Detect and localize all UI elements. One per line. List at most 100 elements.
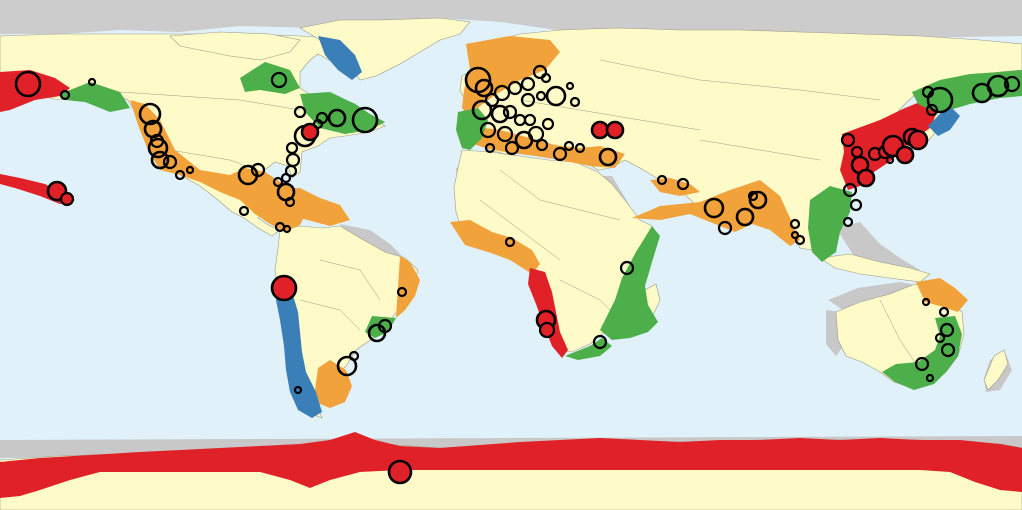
site-marker-80[interactable]	[717, 220, 733, 236]
site-marker-60[interactable]	[552, 146, 568, 162]
site-marker-36[interactable]	[377, 318, 393, 334]
site-marker-112[interactable]	[914, 356, 930, 372]
site-marker-77[interactable]	[656, 174, 668, 186]
site-marker-87[interactable]	[840, 132, 856, 148]
site-marker-86[interactable]	[790, 230, 800, 240]
site-marker-11[interactable]	[174, 169, 186, 181]
site-marker-53[interactable]	[490, 104, 510, 124]
site-marker-104[interactable]	[849, 198, 863, 212]
site-marker-46[interactable]	[532, 64, 548, 80]
site-marker-21[interactable]	[270, 71, 288, 89]
site-marker-63[interactable]	[496, 125, 514, 143]
site-marker-44[interactable]	[507, 80, 523, 96]
site-marker-110[interactable]	[934, 332, 946, 344]
site-marker-85[interactable]	[794, 234, 806, 246]
region-blue-24	[928, 108, 960, 136]
site-marker-76[interactable]	[592, 334, 608, 350]
site-marker-59[interactable]	[535, 138, 549, 152]
region-orange-25	[916, 278, 968, 312]
site-marker-79[interactable]	[703, 197, 725, 219]
site-marker-97[interactable]	[926, 86, 954, 114]
site-marker-103[interactable]	[842, 182, 858, 198]
site-marker-56[interactable]	[523, 113, 537, 127]
site-marker-83[interactable]	[747, 190, 759, 202]
land-arctic-islands	[169, 31, 301, 61]
site-marker-50[interactable]	[540, 72, 552, 84]
site-marker-9[interactable]	[150, 150, 170, 170]
site-marker-62[interactable]	[479, 121, 497, 139]
site-marker-0[interactable]	[14, 70, 42, 98]
site-marker-34[interactable]	[396, 286, 408, 298]
site-marker-28[interactable]	[351, 106, 379, 134]
site-marker-22[interactable]	[293, 105, 307, 119]
site-marker-24[interactable]	[300, 122, 320, 142]
site-marker-101[interactable]	[986, 74, 1010, 98]
site-marker-48[interactable]	[535, 90, 547, 102]
site-marker-71[interactable]	[574, 142, 586, 154]
site-marker-52[interactable]	[569, 96, 581, 108]
site-marker-107[interactable]	[921, 297, 931, 307]
site-marker-81[interactable]	[735, 207, 755, 227]
site-marker-54[interactable]	[502, 104, 518, 120]
site-marker-12[interactable]	[185, 165, 195, 175]
site-marker-51[interactable]	[565, 81, 575, 91]
site-marker-102[interactable]	[1003, 75, 1021, 93]
site-marker-38[interactable]	[348, 350, 360, 362]
site-marker-41[interactable]	[474, 78, 494, 98]
site-marker-31[interactable]	[284, 164, 298, 178]
site-marker-1[interactable]	[59, 89, 71, 101]
site-marker-72[interactable]	[504, 236, 516, 248]
arctic-ice	[0, 0, 1022, 40]
site-marker-18[interactable]	[284, 196, 296, 208]
site-marker-2[interactable]	[87, 77, 97, 87]
site-marker-66[interactable]	[484, 142, 496, 154]
region-orange-3	[130, 100, 310, 232]
site-marker-65[interactable]	[504, 140, 520, 156]
site-marker-111[interactable]	[940, 342, 956, 358]
site-marker-67[interactable]	[471, 99, 493, 121]
site-marker-5[interactable]	[138, 102, 162, 126]
site-marker-114[interactable]	[387, 459, 413, 485]
site-marker-4[interactable]	[59, 191, 75, 207]
site-marker-70[interactable]	[598, 147, 618, 167]
site-marker-49[interactable]	[545, 85, 567, 107]
site-marker-96[interactable]	[907, 129, 929, 151]
site-marker-69[interactable]	[605, 120, 625, 140]
site-marker-99[interactable]	[925, 103, 939, 117]
site-marker-43[interactable]	[493, 84, 511, 102]
site-marker-109[interactable]	[939, 322, 955, 338]
site-marker-27[interactable]	[327, 108, 347, 128]
site-marker-68[interactable]	[590, 120, 610, 140]
site-marker-90[interactable]	[856, 168, 876, 188]
site-marker-15[interactable]	[238, 205, 250, 217]
site-marker-64[interactable]	[514, 130, 534, 150]
site-marker-58[interactable]	[541, 117, 555, 131]
site-marker-33[interactable]	[270, 274, 298, 302]
site-marker-26[interactable]	[315, 111, 329, 125]
site-marker-37[interactable]	[336, 355, 358, 377]
site-marker-39[interactable]	[293, 385, 303, 395]
site-marker-84[interactable]	[789, 218, 801, 230]
region-red-27	[0, 432, 1022, 498]
site-marker-61[interactable]	[563, 140, 575, 152]
site-marker-106[interactable]	[885, 155, 895, 165]
site-marker-78[interactable]	[676, 177, 690, 191]
site-marker-105[interactable]	[842, 216, 854, 228]
site-marker-94[interactable]	[895, 145, 915, 165]
site-marker-32[interactable]	[280, 172, 292, 184]
site-marker-20[interactable]	[282, 224, 292, 234]
site-marker-113[interactable]	[925, 373, 935, 383]
site-marker-16[interactable]	[272, 176, 284, 188]
site-marker-98[interactable]	[921, 85, 935, 99]
site-marker-73[interactable]	[619, 260, 635, 276]
site-marker-108[interactable]	[938, 306, 950, 318]
site-marker-75[interactable]	[538, 321, 556, 339]
land-new-zealand	[983, 349, 1009, 391]
site-marker-10[interactable]	[162, 154, 178, 170]
site-marker-45[interactable]	[520, 76, 536, 92]
site-marker-8[interactable]	[147, 137, 169, 159]
site-marker-47[interactable]	[520, 92, 536, 108]
site-marker-88[interactable]	[850, 145, 864, 159]
site-marker-14[interactable]	[250, 162, 266, 178]
